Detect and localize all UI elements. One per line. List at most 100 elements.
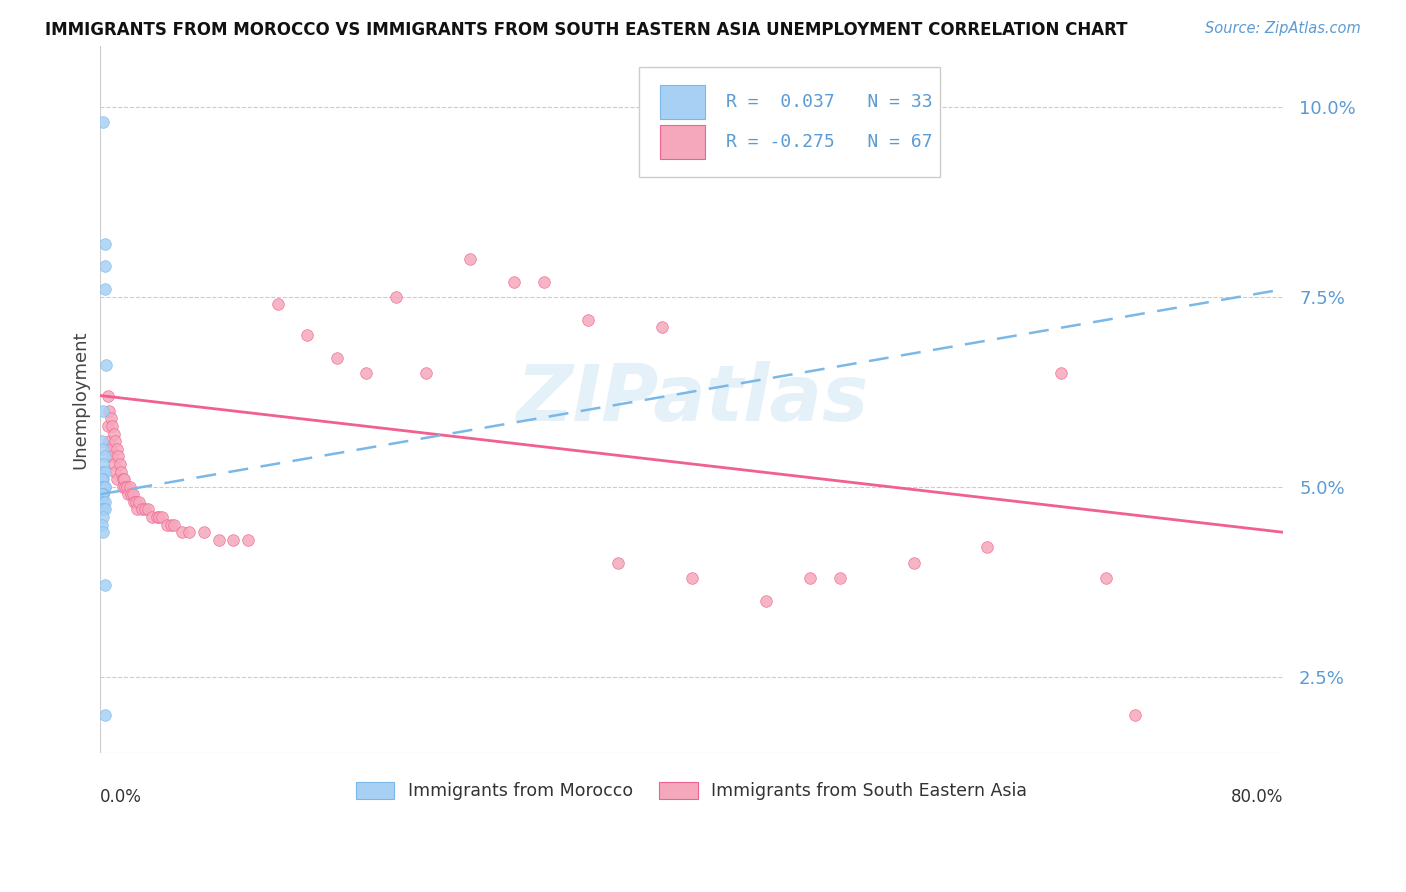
Point <box>606 556 628 570</box>
Point <box>125 495 148 509</box>
Point <box>91 495 114 509</box>
Point <box>828 571 851 585</box>
Point <box>91 525 114 540</box>
Point <box>122 487 145 501</box>
Point <box>193 525 215 540</box>
Text: 0.0%: 0.0% <box>100 788 142 806</box>
Point <box>91 480 114 494</box>
Point <box>104 434 127 449</box>
Point <box>141 510 163 524</box>
Point <box>90 502 112 516</box>
Point <box>90 487 112 501</box>
Point <box>124 495 146 509</box>
FancyBboxPatch shape <box>638 68 941 177</box>
Point <box>503 275 526 289</box>
Point <box>91 472 114 486</box>
Point <box>91 442 114 456</box>
Point <box>101 450 124 464</box>
Point <box>267 297 290 311</box>
Point <box>128 495 150 509</box>
Point <box>1123 707 1146 722</box>
Point <box>385 290 408 304</box>
Point <box>94 450 117 464</box>
Point <box>94 236 117 251</box>
Point <box>94 260 117 274</box>
Point <box>145 510 167 524</box>
Point <box>104 465 127 479</box>
Point <box>1094 571 1116 585</box>
Point <box>91 502 114 516</box>
Point <box>101 419 124 434</box>
Point <box>127 502 149 516</box>
Point <box>100 442 122 456</box>
Point <box>238 533 260 547</box>
Point <box>90 517 112 532</box>
Point <box>114 480 136 494</box>
Point <box>115 480 138 494</box>
Text: ZIPatlas: ZIPatlas <box>516 361 868 437</box>
Point <box>903 556 925 570</box>
Point <box>170 525 193 540</box>
Point <box>94 495 117 509</box>
Point <box>136 502 159 516</box>
Point <box>94 707 117 722</box>
Point <box>117 487 139 501</box>
Point <box>91 403 114 417</box>
Point <box>91 115 114 129</box>
Point <box>111 480 134 494</box>
Legend: Immigrants from Morocco, Immigrants from South Eastern Asia: Immigrants from Morocco, Immigrants from… <box>349 775 1035 807</box>
Point <box>131 502 153 516</box>
Point <box>103 426 125 441</box>
Point <box>112 472 135 486</box>
Point <box>118 480 141 494</box>
Point <box>148 510 170 524</box>
Point <box>91 457 114 471</box>
Point <box>1050 366 1073 380</box>
Point <box>111 472 134 486</box>
Bar <box>659 125 704 160</box>
Point <box>91 510 114 524</box>
Point <box>91 487 114 501</box>
Text: 80.0%: 80.0% <box>1230 788 1284 806</box>
Point <box>91 480 114 494</box>
Point <box>976 541 998 555</box>
Point <box>415 366 437 380</box>
Point <box>96 358 118 372</box>
Point <box>533 275 555 289</box>
Point <box>326 351 349 365</box>
Point <box>681 571 703 585</box>
Point <box>458 252 481 266</box>
Point <box>94 502 117 516</box>
Point <box>156 517 179 532</box>
Text: Source: ZipAtlas.com: Source: ZipAtlas.com <box>1205 21 1361 36</box>
Point <box>222 533 245 547</box>
Point <box>103 457 125 471</box>
Point <box>297 327 319 342</box>
Point <box>94 578 117 592</box>
Point <box>91 465 114 479</box>
Text: R = -0.275   N = 67: R = -0.275 N = 67 <box>725 133 932 152</box>
Point <box>98 434 121 449</box>
Point <box>90 434 112 449</box>
Point <box>120 487 142 501</box>
Y-axis label: Unemployment: Unemployment <box>72 330 89 468</box>
Point <box>107 450 129 464</box>
Point <box>97 388 120 402</box>
Point <box>177 525 200 540</box>
Point <box>163 517 186 532</box>
Point <box>152 510 174 524</box>
Point <box>105 472 128 486</box>
Point <box>91 495 114 509</box>
Point <box>94 480 117 494</box>
Point <box>108 457 131 471</box>
Text: IMMIGRANTS FROM MOROCCO VS IMMIGRANTS FROM SOUTH EASTERN ASIA UNEMPLOYMENT CORRE: IMMIGRANTS FROM MOROCCO VS IMMIGRANTS FR… <box>45 21 1128 38</box>
Point <box>651 320 673 334</box>
Point <box>90 480 112 494</box>
Point <box>100 411 122 425</box>
Point <box>98 403 121 417</box>
Text: R =  0.037   N = 33: R = 0.037 N = 33 <box>725 93 932 111</box>
Point <box>90 472 112 486</box>
Point <box>134 502 156 516</box>
Point <box>110 465 132 479</box>
Point <box>94 465 117 479</box>
